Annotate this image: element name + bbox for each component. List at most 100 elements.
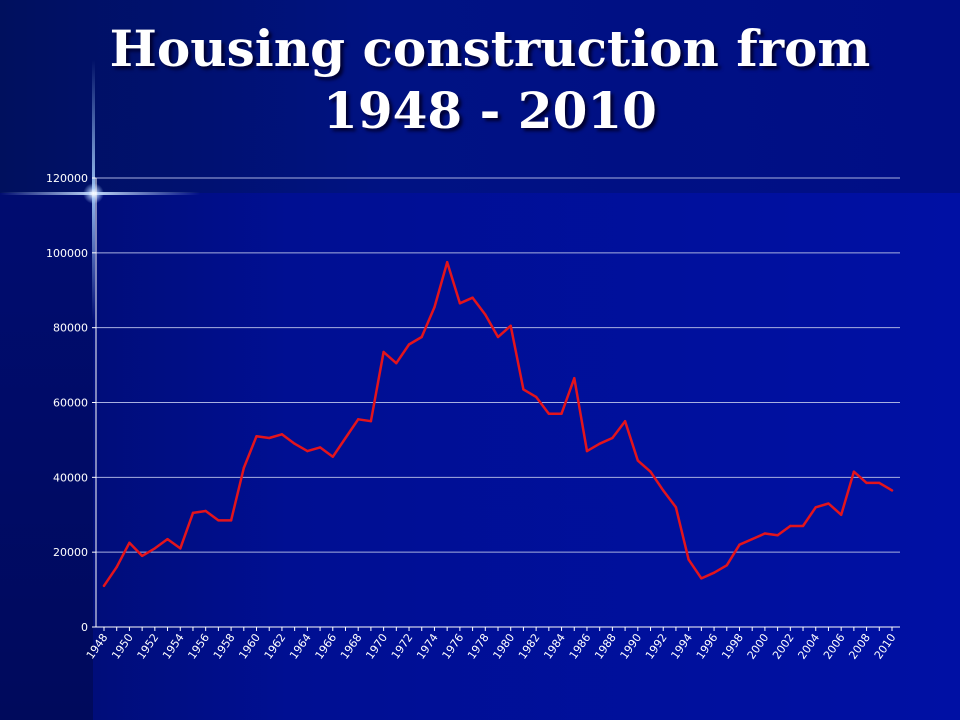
data-point — [674, 506, 678, 509]
data-point — [611, 436, 614, 440]
data-point — [179, 547, 182, 550]
x-tick-label: 1978 — [465, 631, 492, 661]
data-point — [789, 524, 792, 528]
x-tick-label: 1952 — [135, 631, 162, 661]
data-point — [623, 420, 627, 423]
data-point — [229, 519, 233, 522]
data-point — [242, 466, 246, 470]
data-point — [268, 436, 271, 440]
data-point — [496, 335, 500, 339]
data-point — [420, 335, 423, 339]
data-point — [115, 565, 118, 569]
data-point — [573, 376, 576, 380]
x-tick-label: 2006 — [821, 631, 848, 661]
x-tick-label: 1980 — [490, 631, 517, 661]
data-point — [890, 489, 894, 492]
data-point — [382, 350, 385, 354]
data-point — [763, 532, 767, 535]
data-point — [293, 442, 296, 445]
x-tick-label: 1976 — [440, 631, 467, 661]
x-tick-label: 1954 — [160, 631, 187, 661]
slide-title-line-2: 1948 - 2010 — [323, 81, 657, 140]
x-tick-label: 1974 — [414, 631, 441, 661]
data-point — [560, 412, 563, 415]
data-point — [585, 449, 589, 453]
slide-title-line-1: Housing construction from — [109, 19, 871, 78]
data-point — [191, 511, 195, 515]
y-tick-label: 20000 — [53, 546, 88, 559]
left-dark-strip — [0, 193, 93, 720]
data-point — [102, 584, 106, 588]
data-point — [534, 395, 538, 399]
data-point — [356, 418, 360, 421]
data-point — [700, 577, 703, 580]
x-tick-label: 1950 — [109, 631, 136, 661]
x-tick-label: 1964 — [287, 631, 314, 661]
light-flare-star — [83, 183, 104, 204]
x-tick-label: 2004 — [795, 631, 822, 661]
y-tick-label: 60000 — [53, 397, 88, 410]
series-line-0 — [102, 260, 894, 588]
x-tick-label: 2008 — [846, 631, 873, 661]
x-tick-label: 1962 — [262, 631, 289, 661]
data-point — [433, 305, 436, 309]
data-point — [522, 388, 525, 391]
data-point — [255, 434, 258, 438]
x-tick-label: 1968 — [338, 631, 365, 661]
x-tick-label: 1966 — [313, 631, 340, 661]
x-tick-label: 2002 — [770, 631, 797, 661]
data-point — [852, 470, 856, 473]
data-point — [712, 571, 716, 574]
x-tick-label: 1988 — [592, 631, 619, 661]
data-point — [865, 481, 868, 485]
x-axis-tick-labels: 1948195019521954195619581960196219641966… — [84, 631, 899, 661]
y-tick-label: 80000 — [53, 322, 88, 335]
data-point — [687, 558, 690, 561]
x-tick-label: 1984 — [541, 631, 568, 661]
x-tick-label: 1956 — [185, 631, 212, 661]
data-point — [750, 537, 754, 541]
title-banner-background — [0, 0, 960, 193]
data-point — [344, 436, 347, 440]
x-tick-label: 2010 — [872, 631, 899, 661]
data-point — [547, 412, 551, 415]
data-point — [725, 564, 728, 567]
data-point — [331, 455, 334, 458]
data-point — [395, 362, 398, 365]
x-tick-label: 1958 — [211, 631, 238, 661]
data-point — [318, 446, 322, 449]
x-tick-label: 1994 — [668, 631, 695, 661]
x-tick-label: 1970 — [363, 631, 390, 661]
data-point — [801, 524, 805, 528]
slide-title: Housing construction from 1948 - 2010 — [40, 18, 940, 142]
data-point — [153, 547, 157, 550]
data-point — [280, 433, 284, 436]
x-tick-label: 1998 — [719, 631, 746, 661]
x-tick-label: 1948 — [84, 631, 111, 661]
x-tick-label: 1990 — [618, 631, 645, 661]
x-tick-label: 2000 — [745, 631, 772, 661]
data-point — [839, 513, 843, 516]
data-point — [878, 481, 881, 485]
data-point — [458, 302, 462, 305]
x-tick-label: 1986 — [567, 631, 594, 661]
y-tick-label: 40000 — [53, 471, 88, 484]
data-point — [217, 519, 220, 522]
y-tick-label: 120000 — [46, 172, 88, 185]
x-tick-label: 1992 — [643, 631, 670, 661]
y-axis-tick-labels: 0 20000 40000 60000 80000 100000 120000 — [46, 172, 88, 634]
data-point — [662, 489, 665, 492]
data-point — [471, 296, 474, 299]
data-point — [128, 541, 131, 545]
data-point — [140, 554, 144, 558]
y-tick-label: 0 — [81, 621, 88, 634]
x-tick-label: 1996 — [694, 631, 721, 661]
x-tick-label: 1972 — [389, 631, 416, 661]
data-point — [407, 343, 411, 346]
data-point — [166, 537, 169, 541]
data-point — [509, 324, 512, 327]
data-point — [776, 534, 779, 537]
axes — [92, 177, 900, 631]
data-point — [306, 449, 309, 453]
